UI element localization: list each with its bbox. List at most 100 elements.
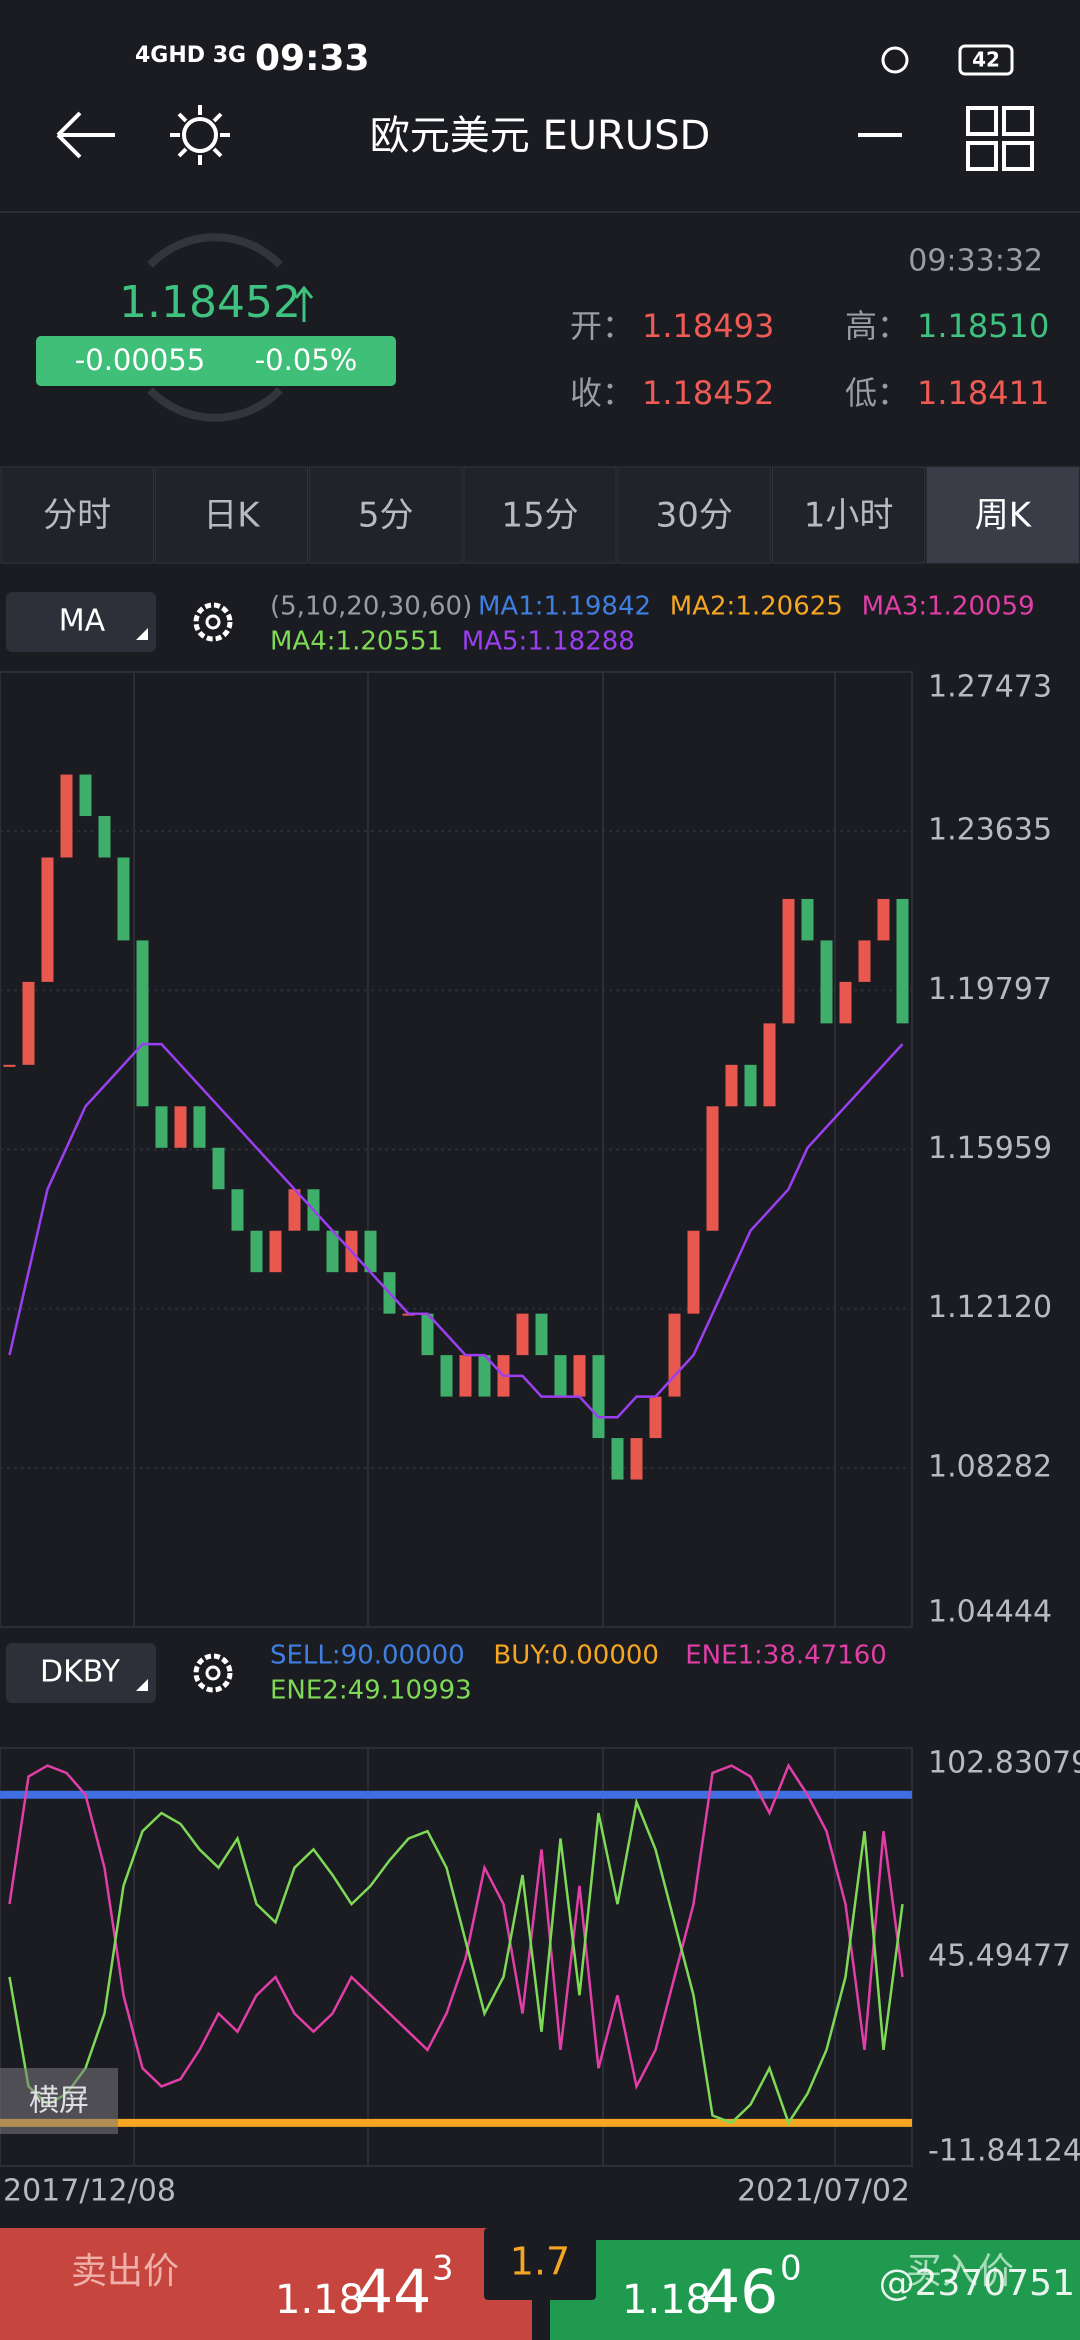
spread-box	[484, 2228, 596, 2300]
buy-main: 1.18	[622, 2277, 711, 2323]
tab[interactable]	[926, 466, 1080, 564]
candle	[79, 774, 92, 817]
candle	[820, 940, 833, 1024]
indicator-selector[interactable]	[6, 592, 156, 652]
spread: 1.7	[510, 2240, 570, 2284]
open-label: 开：	[570, 307, 634, 345]
candle	[136, 940, 149, 1107]
landscape-button[interactable]	[0, 2068, 118, 2134]
candle	[725, 1064, 738, 1107]
clock: 09:33	[255, 38, 370, 79]
quote-time: 09:33:32	[908, 244, 1043, 279]
legend-entry: BUY:0.00000	[493, 1641, 659, 1671]
network: 4GHD 3G	[135, 43, 246, 68]
candle	[3, 1064, 16, 1067]
candle	[60, 774, 73, 858]
y-tick-label: 1.12120	[928, 1290, 1052, 1325]
candle	[896, 898, 909, 1024]
battery: 42	[972, 48, 1000, 72]
close-value: 1.18452	[642, 374, 774, 412]
candle	[516, 1313, 529, 1356]
tab-label: 日K	[203, 496, 261, 536]
candle	[668, 1313, 681, 1397]
tab-label: 15分	[501, 496, 578, 536]
tab[interactable]	[617, 466, 771, 564]
legend-entry: MA4:1.20551	[270, 627, 443, 657]
close-label: 收：	[570, 374, 634, 412]
candle	[117, 857, 130, 941]
candle	[611, 1438, 624, 1480]
alarm-icon	[881, 46, 909, 74]
y-tick-label: 1.23635	[928, 813, 1052, 848]
candle	[801, 898, 814, 941]
candle	[554, 1355, 567, 1397]
candle	[440, 1355, 453, 1397]
y-tick-label: 1.19797	[928, 972, 1052, 1007]
tab-label: 30分	[656, 496, 733, 536]
sell-label: 卖出价	[71, 2251, 179, 2292]
indicator-selector[interactable]	[6, 1643, 156, 1703]
tab[interactable]	[154, 466, 309, 564]
candle	[478, 1355, 491, 1397]
tab[interactable]	[771, 466, 926, 564]
candle	[174, 1106, 187, 1148]
low-value: 1.18411	[917, 374, 1049, 412]
landscape-label: 横屏	[29, 2084, 89, 2119]
tab[interactable]	[309, 466, 463, 564]
layout-button[interactable]	[1002, 141, 1034, 171]
high-label: 高：	[845, 307, 909, 345]
change-badge	[36, 336, 396, 386]
legend-params: (5,10,20,30,60)	[270, 592, 472, 622]
series-line	[8, 1762, 904, 2091]
legend-entry: ENE1:38.47160	[685, 1641, 887, 1671]
chart-frame	[0, 1747, 913, 2167]
y-tick-label: 45.49477	[928, 1939, 1071, 1974]
change: -0.00055	[75, 343, 205, 377]
layout-button[interactable]	[1002, 106, 1034, 136]
settings-hole	[205, 614, 221, 630]
buy-button[interactable]	[550, 2240, 1080, 2340]
candle	[421, 1313, 434, 1356]
settings-button[interactable]	[193, 602, 233, 642]
legend-entry: MA3:1.20059	[862, 592, 1035, 622]
legend-entry: SELL:90.00000	[270, 1641, 465, 1671]
layout-button[interactable]	[966, 106, 998, 136]
buy-label: 买入价	[906, 2251, 1014, 2292]
price: 1.18452	[119, 277, 301, 328]
theme-rays	[170, 105, 230, 165]
buy-pip: 0	[780, 2249, 802, 2289]
settings-button[interactable]	[193, 1653, 233, 1693]
candle	[592, 1355, 605, 1439]
y-tick-label: 102.83079	[928, 1746, 1080, 1781]
tab[interactable]	[463, 466, 617, 564]
high-value: 1.18510	[917, 307, 1049, 345]
x-tick-label: 2017/12/08	[3, 2174, 176, 2209]
back-button[interactable]	[56, 111, 115, 159]
open-value: 1.18493	[642, 307, 774, 345]
tab-label: 5分	[358, 496, 414, 536]
settings-hole	[205, 1665, 221, 1681]
candle	[744, 1064, 757, 1107]
sell-button[interactable]	[0, 2228, 532, 2340]
candle	[41, 857, 54, 982]
layout-button[interactable]	[966, 141, 998, 171]
legend-entry: MA2:1.20625	[670, 592, 843, 622]
candle	[535, 1313, 548, 1356]
candle	[231, 1189, 244, 1231]
theme-button[interactable]	[182, 117, 218, 153]
tab-label: 周K	[975, 496, 1033, 536]
candle	[459, 1355, 472, 1397]
tab[interactable]	[0, 466, 154, 564]
y-tick-label: 1.27473	[928, 670, 1052, 705]
legend-entry: MA1:1.19842	[478, 592, 651, 622]
up-arrow	[294, 285, 314, 322]
y-tick-label: 1.04444	[928, 1595, 1052, 1630]
candle	[763, 1023, 776, 1107]
candle	[649, 1396, 662, 1439]
low-label: 低：	[845, 374, 909, 412]
y-tick-label: 1.08282	[928, 1449, 1052, 1484]
sell-main: 1.18	[275, 2277, 364, 2323]
y-tick-label: 1.15959	[928, 1131, 1052, 1166]
